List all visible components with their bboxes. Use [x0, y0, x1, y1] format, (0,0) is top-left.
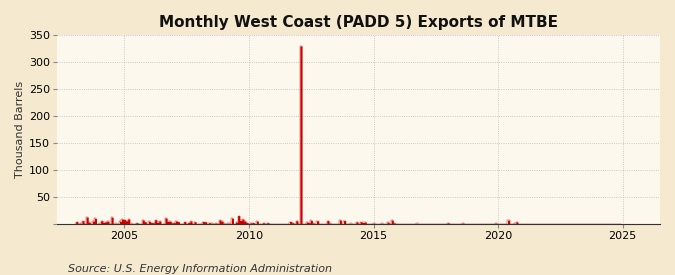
Title: Monthly West Coast (PADD 5) Exports of MTBE: Monthly West Coast (PADD 5) Exports of M… [159, 15, 558, 30]
Text: Source: U.S. Energy Information Administration: Source: U.S. Energy Information Administ… [68, 264, 331, 274]
Y-axis label: Thousand Barrels: Thousand Barrels [15, 81, 25, 178]
